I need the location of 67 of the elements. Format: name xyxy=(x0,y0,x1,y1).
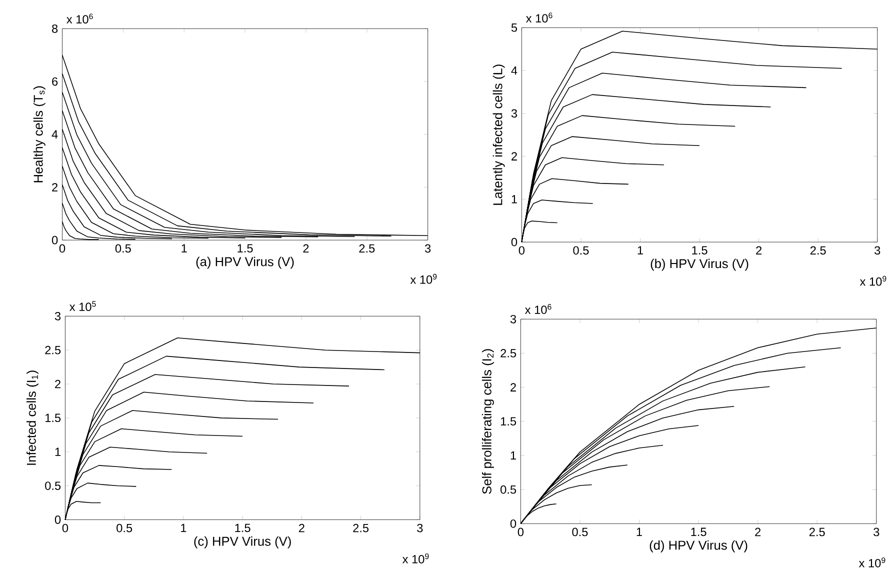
y-tick-label: 1 xyxy=(510,451,516,460)
y-tick-label: 0.5 xyxy=(500,485,516,494)
y-tick-label: 8 xyxy=(52,24,58,33)
x-tick-label: 1.5 xyxy=(238,244,253,252)
x-tick-label: 3 xyxy=(417,524,423,532)
text: x 10$^{9}$ xyxy=(402,553,429,564)
x-tick-label: 2.5 xyxy=(359,244,375,252)
y-tick-label: 0 xyxy=(511,238,518,246)
y-tick-label: 1.5 xyxy=(500,417,516,426)
text: x 10$^{9}$ xyxy=(410,274,437,284)
y-tick-label: 2.5 xyxy=(500,348,516,358)
y-tick-label: 2 xyxy=(52,182,58,192)
x-axis-title: (c) HPV Virus (V) xyxy=(194,536,291,548)
y-tick-label: 2 xyxy=(512,152,517,160)
y-axis-title: Healthy cells (T$_{s}$) xyxy=(33,86,46,182)
x-tick-label: 2 xyxy=(298,524,304,532)
x-tick-label: 1 xyxy=(638,246,643,254)
x-tick-label: 0.5 xyxy=(572,528,588,536)
y-axis-title: Self prolliferating cells (I$_{2}$) xyxy=(482,348,494,494)
x-tick-label: 3 xyxy=(874,528,880,536)
x-tick-label: 1.5 xyxy=(235,524,250,532)
y-tick-label: 2 xyxy=(510,383,516,392)
y-tick-label: 4 xyxy=(52,130,58,138)
text: x 10$^{6}$ xyxy=(526,12,552,22)
y-axis-title: Latently infected cells (L) xyxy=(492,64,505,205)
y-tick-label: 6 xyxy=(52,77,58,86)
x-tick-label: 1.5 xyxy=(692,246,708,254)
x-tick-label: 2.5 xyxy=(353,524,369,532)
y-tick-label: 2.5 xyxy=(45,346,61,354)
text: x 10$^{9}$ xyxy=(858,557,886,568)
x-tick-label: 0 xyxy=(518,528,524,536)
x-tick-label: 0 xyxy=(518,246,525,254)
y-tick-label: 0 xyxy=(54,515,61,524)
x-tick-label: 1 xyxy=(636,528,642,536)
x-tick-label: 3 xyxy=(874,246,880,254)
y-tick-label: 3 xyxy=(54,312,61,320)
x-tick-label: 1 xyxy=(182,244,187,252)
x-axis-title: (d) HPV Virus (V) xyxy=(650,540,748,552)
x-tick-label: 2 xyxy=(303,244,309,252)
y-tick-label: 1 xyxy=(55,448,60,456)
y-tick-label: 2 xyxy=(55,380,60,388)
x-axis-title: (a) HPV Virus (V) xyxy=(196,256,294,269)
x-tick-label: 2 xyxy=(756,246,762,254)
x-tick-label: 0.5 xyxy=(573,246,589,254)
x-tick-label: 3 xyxy=(424,244,431,252)
x-axis-title: (b) HPV Virus (V) xyxy=(650,258,748,271)
y-axis-title: Infected cells (I$_{1}$) xyxy=(26,370,38,465)
x-tick-label: 0.5 xyxy=(115,244,131,252)
x-tick-label: 1.5 xyxy=(691,528,706,536)
x-tick-label: 2.5 xyxy=(809,528,825,536)
y-tick-label: 3 xyxy=(510,314,516,324)
text: x 10$^{6}$ xyxy=(66,13,93,24)
x-tick-label: 0.5 xyxy=(116,524,132,532)
y-tick-label: 4 xyxy=(511,66,518,74)
text: x 10$^{9}$ xyxy=(860,276,886,286)
y-tick-label: 0 xyxy=(52,236,58,244)
y-tick-label: 3 xyxy=(511,109,518,118)
text: x 10$^{6}$ xyxy=(524,304,552,314)
x-tick-label: 0 xyxy=(62,524,68,532)
x-tick-label: 2 xyxy=(755,528,761,536)
y-tick-label: 5 xyxy=(511,23,518,32)
x-tick-label: 2.5 xyxy=(810,246,826,254)
x-tick-label: 1 xyxy=(181,524,186,532)
y-tick-label: 1 xyxy=(512,194,517,204)
y-tick-label: 0.5 xyxy=(45,481,61,490)
text: x 10$^{5}$ xyxy=(70,301,96,311)
y-tick-label: 1.5 xyxy=(45,414,61,422)
